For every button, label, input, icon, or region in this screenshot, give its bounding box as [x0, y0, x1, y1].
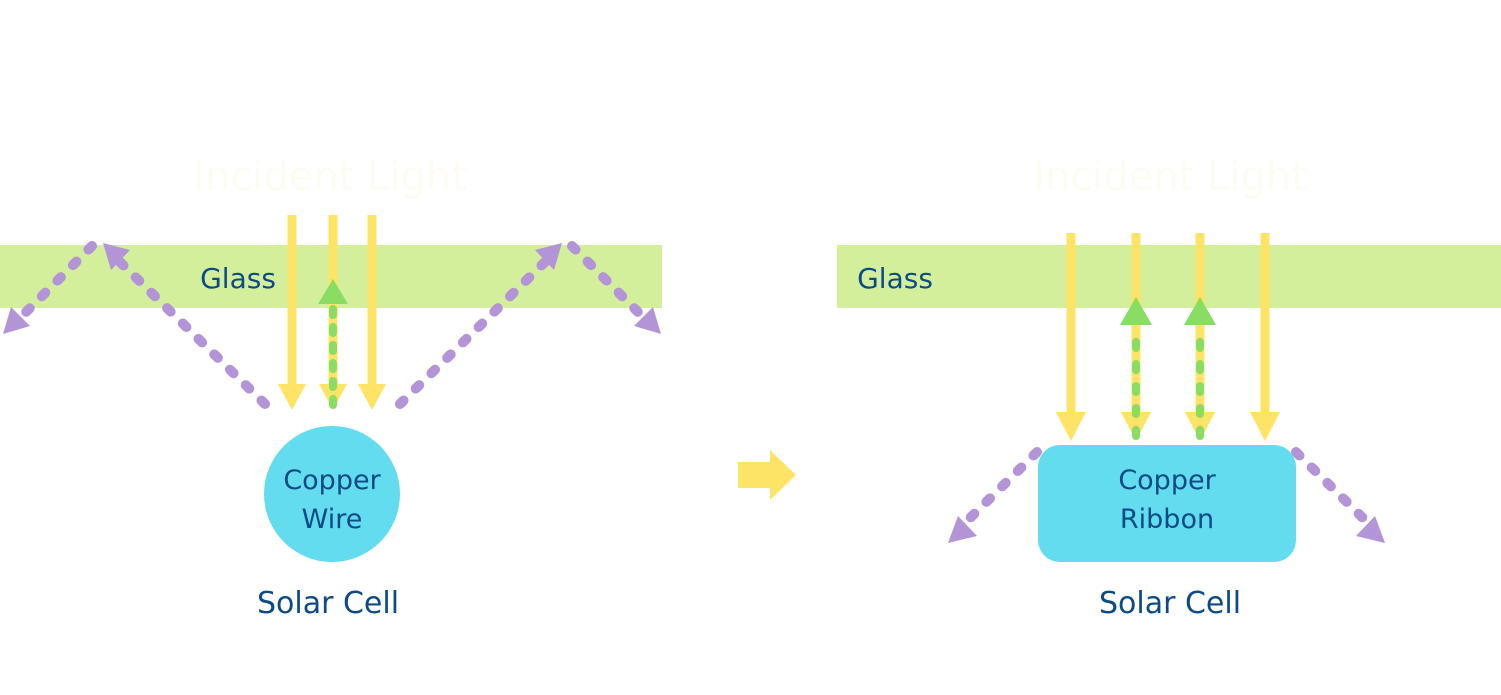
arrowhead-up-icon: [1120, 297, 1152, 325]
left-incident-light-label: Incident Light: [193, 154, 467, 200]
arrowhead-down-icon: [1056, 412, 1086, 441]
arrowhead-down-icon: [358, 384, 386, 410]
arrowhead-down-icon: [1250, 412, 1280, 441]
copper-ribbon: [1038, 445, 1296, 562]
left-scattered-light: [3, 241, 661, 409]
right-arrow-icon: [738, 450, 796, 500]
scattered-ray: [1291, 447, 1368, 523]
copper-ribbon-label-line1: Copper: [1118, 465, 1216, 496]
left-solar-cell-label: Solar Cell: [257, 586, 399, 621]
copper-wire: [264, 426, 400, 562]
arrowhead-icon: [3, 307, 30, 334]
scattered-ray: [17, 241, 97, 321]
arrowhead-icon: [103, 243, 130, 270]
right-reflected-light: [1120, 297, 1216, 440]
left-panel: Incident Light Glass Cop: [0, 154, 662, 621]
copper-wire-label-line2: Wire: [302, 504, 363, 535]
arrowhead-up-icon: [318, 279, 348, 304]
right-scattered-light: [948, 447, 1385, 543]
right-panel: Incident Light Glass Copper Ribbon: [837, 154, 1501, 621]
arrowhead-icon: [948, 516, 977, 543]
left-glass-label: Glass: [200, 262, 276, 295]
arrowhead-icon: [634, 307, 661, 334]
left-reflected-light: [318, 279, 348, 409]
arrowhead-down-icon: [278, 384, 306, 410]
right-incident-light-label: Incident Light: [1033, 154, 1307, 200]
right-glass-label: Glass: [857, 262, 933, 295]
copper-ribbon-label-line2: Ribbon: [1120, 504, 1214, 535]
right-solar-cell-label: Solar Cell: [1099, 586, 1241, 621]
arrowhead-up-icon: [1184, 297, 1216, 325]
copper-wire-label-line1: Copper: [283, 465, 381, 496]
scattered-ray: [965, 447, 1042, 523]
scattered-ray: [567, 241, 647, 321]
right-glass-layer: [837, 245, 1501, 308]
arrowhead-icon: [535, 243, 562, 270]
arrowhead-icon: [1356, 516, 1385, 543]
